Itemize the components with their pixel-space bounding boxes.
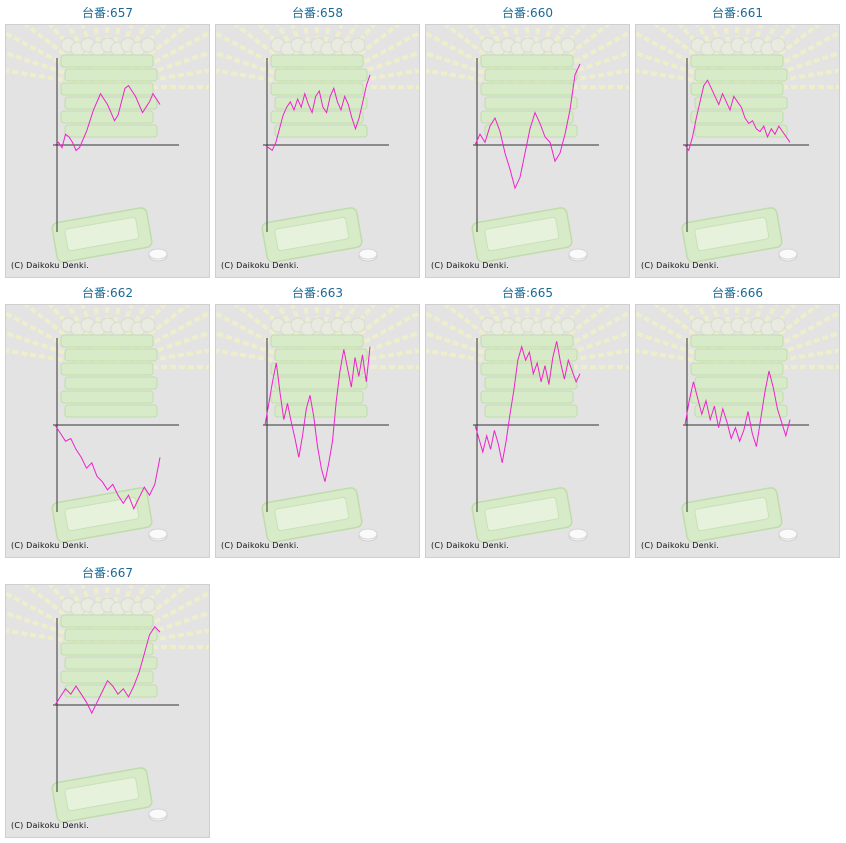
chart-panel[interactable]: (C) Daikoku Denki. <box>5 24 210 278</box>
background-illustration <box>426 25 629 263</box>
copyright-text: (C) Daikoku Denki. <box>11 261 90 270</box>
background-illustration <box>216 305 419 543</box>
background-illustration <box>6 585 209 823</box>
chart-cell: 台番:658 (C) Daikoku Denki. <box>215 4 420 280</box>
series-line <box>54 424 161 510</box>
chart-cell: 台番:665 (C) Daikoku Denki. <box>425 284 630 560</box>
line-chart <box>6 585 209 823</box>
background-illustration <box>216 25 419 263</box>
chart-cell: 台番:662 (C) Daikoku Denki. <box>5 284 210 560</box>
copyright-text: (C) Daikoku Denki. <box>11 541 90 550</box>
series-line <box>684 79 791 152</box>
line-chart <box>636 25 839 263</box>
background-illustration <box>6 305 209 543</box>
series-line <box>54 84 161 152</box>
chart-cell: 台番:657 (C) Daikoku Denki. <box>5 4 210 280</box>
line-chart <box>216 305 419 543</box>
line-chart <box>6 25 209 263</box>
background-illustration <box>6 25 209 263</box>
copyright-text: (C) Daikoku Denki. <box>641 541 720 550</box>
series-line <box>54 625 161 715</box>
chart-title[interactable]: 台番:663 <box>292 286 343 300</box>
copyright-text: (C) Daikoku Denki. <box>221 261 300 270</box>
chart-panel[interactable]: (C) Daikoku Denki. <box>635 304 840 558</box>
copyright-text: (C) Daikoku Denki. <box>11 821 90 830</box>
background-illustration <box>636 25 839 263</box>
chart-cell: 台番:667 (C) Daikoku Denki. <box>5 564 210 840</box>
background-illustration <box>636 305 839 543</box>
chart-panel[interactable]: (C) Daikoku Denki. <box>215 304 420 558</box>
line-chart <box>216 25 419 263</box>
series-line <box>264 346 371 482</box>
background-illustration <box>426 305 629 543</box>
line-chart <box>426 25 629 263</box>
chart-panel[interactable]: (C) Daikoku Denki. <box>5 584 210 838</box>
line-chart <box>6 305 209 543</box>
chart-title[interactable]: 台番:661 <box>712 6 763 20</box>
series-line <box>684 370 791 447</box>
chart-cell: 台番:663 (C) Daikoku Denki. <box>215 284 420 560</box>
chart-cell: 台番:661 (C) Daikoku Denki. <box>635 4 840 280</box>
chart-title[interactable]: 台番:657 <box>82 6 133 20</box>
chart-title[interactable]: 台番:658 <box>292 6 343 20</box>
series-line <box>474 341 581 463</box>
chart-title[interactable]: 台番:662 <box>82 286 133 300</box>
chart-panel[interactable]: (C) Daikoku Denki. <box>425 304 630 558</box>
line-chart <box>426 305 629 543</box>
chart-title[interactable]: 台番:667 <box>82 566 133 580</box>
copyright-text: (C) Daikoku Denki. <box>431 261 510 270</box>
copyright-text: (C) Daikoku Denki. <box>641 261 720 270</box>
chart-cell: 台番:666 (C) Daikoku Denki. <box>635 284 840 560</box>
chart-title[interactable]: 台番:665 <box>502 286 553 300</box>
copyright-text: (C) Daikoku Denki. <box>221 541 300 550</box>
chart-panel[interactable]: (C) Daikoku Denki. <box>5 304 210 558</box>
chart-title[interactable]: 台番:666 <box>712 286 763 300</box>
copyright-text: (C) Daikoku Denki. <box>431 541 510 550</box>
chart-panel[interactable]: (C) Daikoku Denki. <box>425 24 630 278</box>
series-line <box>264 74 371 152</box>
chart-panel[interactable]: (C) Daikoku Denki. <box>215 24 420 278</box>
line-chart <box>636 305 839 543</box>
chart-title[interactable]: 台番:660 <box>502 6 553 20</box>
series-line <box>474 63 581 190</box>
chart-panel[interactable]: (C) Daikoku Denki. <box>635 24 840 278</box>
chart-cell: 台番:660 (C) Daikoku Denki. <box>425 4 630 280</box>
